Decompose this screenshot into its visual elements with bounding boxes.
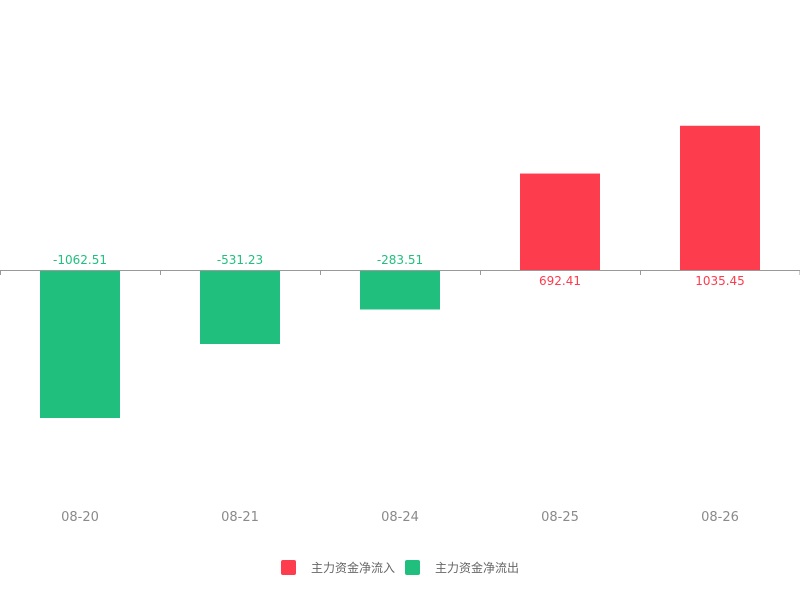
data-label-08-20: -1062.51: [53, 253, 107, 267]
x-tick-label-08-24: 08-24: [381, 510, 419, 525]
axis-ticks-group: [0, 270, 800, 275]
category-labels-group: 08-20 08-21 08-24 08-25 08-26: [61, 510, 739, 525]
data-labels-group: -1062.51 -531.23 -283.51 692.41 1035.45: [53, 253, 745, 288]
data-label-08-21: -531.23: [217, 253, 263, 267]
bar-08-21[interactable]: [200, 270, 280, 344]
x-tick-label-08-25: 08-25: [541, 510, 579, 525]
data-label-08-25: 692.41: [539, 274, 581, 288]
x-tick-label-08-20: 08-20: [61, 510, 99, 525]
data-label-08-26: 1035.45: [695, 274, 745, 288]
data-label-08-24: -283.51: [377, 253, 423, 267]
legend-swatch-1[interactable]: [405, 560, 420, 575]
bar-08-20[interactable]: [40, 270, 120, 418]
bar-08-24[interactable]: [360, 270, 440, 310]
legend-label-1[interactable]: 主力资金净流出: [435, 560, 519, 575]
legend[interactable]: 主力资金净流入 主力资金净流出: [281, 560, 519, 575]
bars-group: [40, 125, 760, 418]
legend-swatch-0[interactable]: [281, 560, 296, 575]
legend-label-0[interactable]: 主力资金净流入: [311, 560, 395, 575]
x-tick-label-08-21: 08-21: [221, 510, 259, 525]
x-tick-label-08-26: 08-26: [701, 510, 739, 525]
bar-08-25[interactable]: [520, 173, 600, 270]
bar-08-26[interactable]: [680, 125, 760, 271]
